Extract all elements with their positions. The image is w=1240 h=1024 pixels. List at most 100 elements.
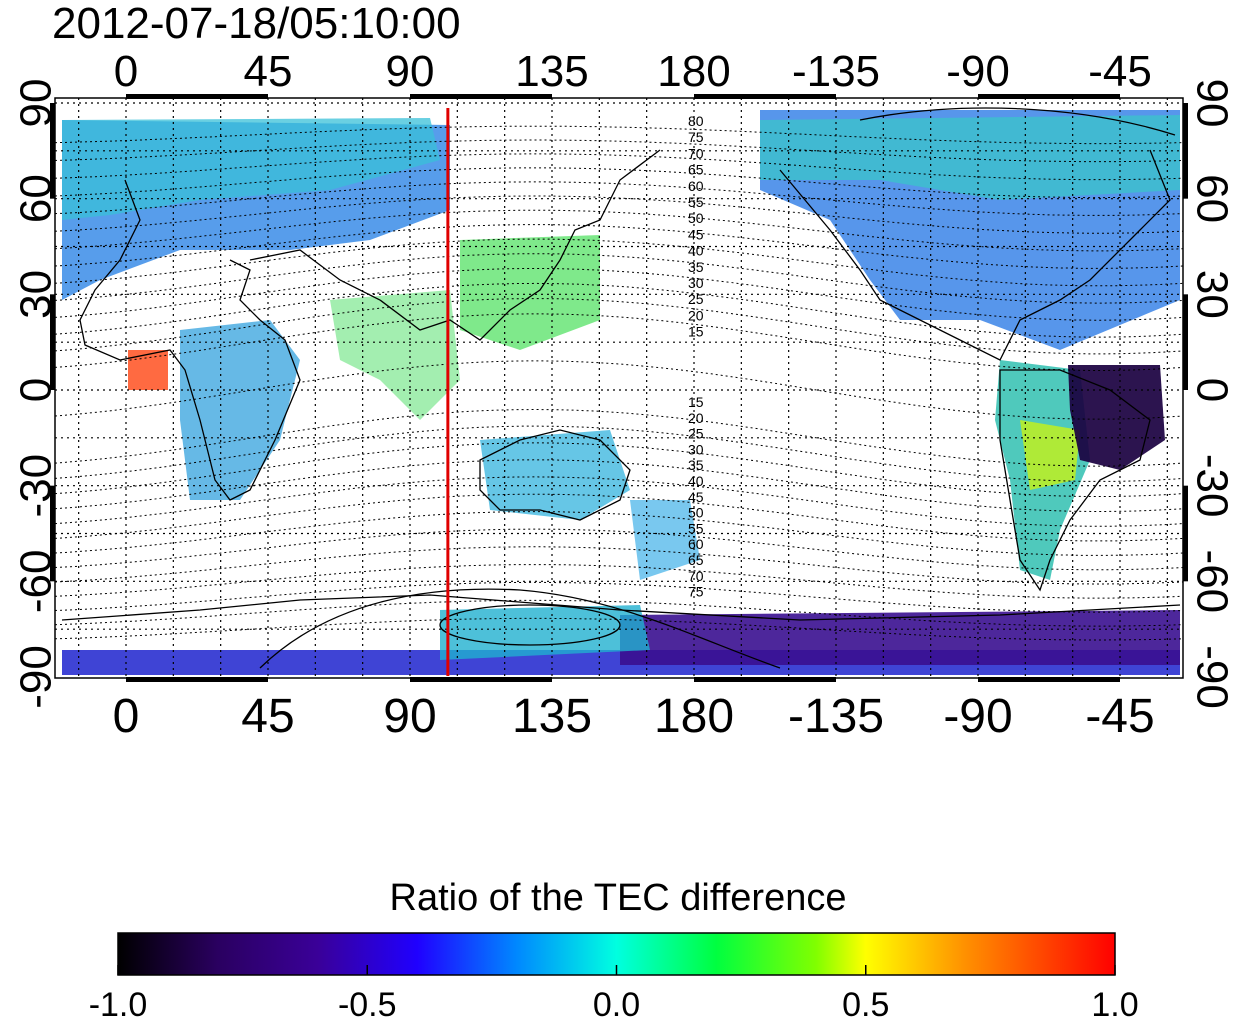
contour-line [55,139,1183,163]
contour-value-labels: 8075706560555045403530252015152025303540… [688,113,704,600]
frame-tick-bar [1183,103,1188,199]
contour-label-south: 55 [688,520,704,536]
contour-line [55,125,1183,145]
tec-region-antarctic-teal [440,605,650,660]
contour-line [55,617,1183,641]
contour-label-north: 15 [688,324,704,340]
top-lon-tick-label: 0 [114,47,138,96]
top-longitude-axis: 0 45 90 135 180 -135 -90 -45 [114,47,1152,96]
left-lat-tick-label: -90 [12,645,61,709]
right-lat-tick-label: -30 [1188,454,1237,518]
contour-line [55,167,1183,199]
magnetic-oval-north [859,107,1176,136]
tec-region-north-america-cyan [760,115,1180,200]
right-lat-tick-label: 90 [1188,79,1237,128]
map-plot-area [50,94,1188,682]
bottom-longitude-axis: 0 45 90 135 180 -135 -90 -45 [113,690,1155,743]
contour-label-north: 40 [688,243,704,259]
right-lat-tick-label: -90 [1188,645,1237,709]
contour-label-north: 75 [688,129,704,145]
contour-label-south: 50 [688,505,704,521]
right-lat-tick-label: -60 [1188,550,1237,614]
top-lon-tick-label: -45 [1088,47,1152,96]
colorbar-ticks: -1.0 -0.5 0.0 0.5 1.0 [89,965,1139,1024]
left-latitude-axis: 90 60 30 0 -30 -60 -90 [12,79,61,709]
bottom-lon-tick-label: 45 [241,690,294,743]
tec-region-south-pacific [630,500,700,580]
contour-label-north: 55 [688,194,704,210]
tec-region-east-asia [460,235,600,350]
contour-label-south: 25 [688,426,704,442]
bottom-lon-tick-label: 90 [383,690,436,743]
tec-region-africa [180,320,300,500]
colorbar-tick-label: 0.0 [593,986,640,1024]
top-lon-tick-label: -135 [792,47,880,96]
contour-line [55,476,1183,527]
tec-region-antarctic-purple [620,610,1180,665]
contour-label-south: 75 [688,584,704,600]
bottom-lon-tick-label: -90 [943,690,1012,743]
top-lon-tick-label: 45 [244,47,293,96]
colorbar: Ratio of the TEC difference -1.0 -0.5 0.0 0… [89,877,1139,1024]
bottom-lon-tick-label: -135 [788,690,884,743]
coastlines [61,107,1181,669]
frame-tick-bar [126,94,268,99]
frame-tick-bar [50,103,55,199]
magnetic-pole-ring-south [439,604,621,646]
frame-tick-bar [694,94,836,99]
bottom-lon-tick-label: 180 [654,690,734,743]
contour-label-south: 60 [688,536,704,552]
left-lat-tick-label: -30 [12,454,61,518]
colorbar-tick-label: 1.0 [1091,986,1138,1024]
contour-line [55,511,1183,556]
contour-label-south: 65 [688,552,704,568]
contour-line [55,425,1183,482]
coastline-australia [479,429,631,521]
frame-tick-bar [50,294,55,390]
frame-tick-bar [410,94,552,99]
right-lat-tick-label: 60 [1188,174,1237,223]
contour-line [55,298,1183,355]
contour-line [55,599,1183,627]
tec-region-south-asia [330,290,460,420]
colorbar-tick-label: -1.0 [89,986,148,1024]
contour-line [55,313,1183,371]
contour-label-south: 40 [688,473,704,489]
contour-line [55,209,1183,252]
left-lat-tick-label: 0 [12,378,61,402]
frame-tick-bar [410,677,552,682]
top-lon-tick-label: -90 [946,47,1010,96]
tec-region-north-eurasia-cyan [62,118,440,220]
top-lon-tick-label: 90 [386,47,435,96]
contour-line [55,564,1183,599]
contour-label-north: 35 [688,259,704,275]
coastline-north-america [779,149,1171,361]
contour-line [55,181,1183,216]
contour-line [55,195,1183,234]
contour-label-north: 65 [688,162,704,178]
colorbar-label: Ratio of the TEC difference [390,877,847,919]
contour-label-south: 20 [688,410,704,426]
frame-tick-bar [1183,485,1188,582]
contour-line [55,528,1183,571]
contour-line [55,459,1183,512]
colorbar-tick-label: 0.5 [842,986,889,1024]
contour-label-south: 35 [688,457,704,473]
map-title: 2012-07-18/05:10:00 [52,0,461,48]
contour-line [55,493,1183,542]
contour-label-north: 30 [688,275,704,291]
coastline-asia [249,149,661,341]
frame-tick-bar [126,677,268,682]
contour-line [55,268,1183,321]
contour-label-north: 45 [688,226,704,242]
contour-line [55,581,1183,613]
colorbar-tick-label: -0.5 [338,986,397,1024]
frame-tick-bar [694,677,836,682]
top-lon-tick-label: 135 [515,47,588,96]
contour-line [55,253,1183,304]
contour-label-north: 80 [688,113,704,129]
left-lat-tick-label: 60 [12,174,61,223]
contour-label-south: 70 [688,568,704,584]
right-lat-tick-label: 30 [1188,270,1237,319]
